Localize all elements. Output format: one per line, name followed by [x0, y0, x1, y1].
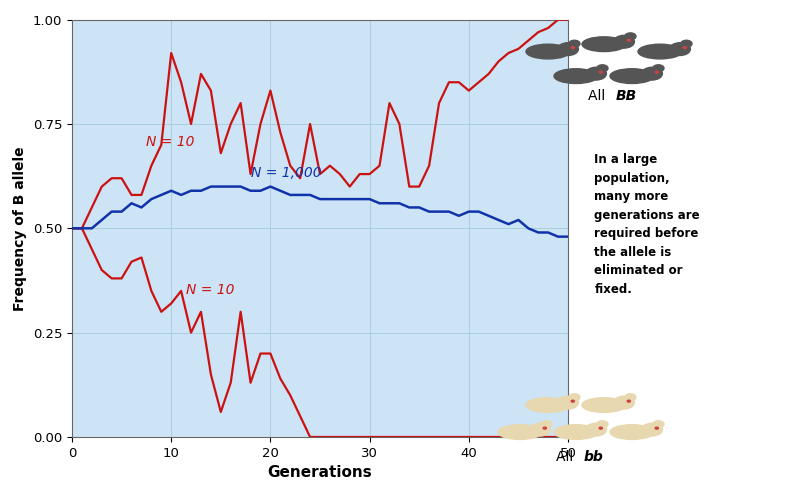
Circle shape [569, 40, 580, 47]
Circle shape [541, 421, 552, 428]
Circle shape [653, 65, 664, 72]
Text: In a large
population,
many more
generations are
required before
the allele is
e: In a large population, many more generat… [594, 153, 700, 296]
Circle shape [543, 427, 546, 429]
Y-axis label: Frequency of B allele: Frequency of B allele [14, 146, 27, 311]
Text: All: All [588, 89, 610, 103]
Circle shape [599, 71, 602, 73]
Circle shape [655, 427, 658, 429]
Circle shape [653, 421, 664, 428]
Ellipse shape [582, 398, 626, 412]
Text: All: All [556, 450, 578, 464]
Circle shape [530, 423, 550, 436]
Circle shape [586, 67, 606, 80]
Ellipse shape [526, 44, 570, 59]
X-axis label: Generations: Generations [268, 465, 372, 480]
Ellipse shape [582, 37, 626, 52]
Circle shape [625, 394, 636, 401]
Circle shape [655, 71, 658, 73]
Ellipse shape [554, 69, 598, 83]
Circle shape [569, 394, 580, 401]
Text: N = 10: N = 10 [146, 135, 195, 149]
Circle shape [625, 33, 636, 40]
Ellipse shape [498, 425, 542, 439]
Text: N = 1,000: N = 1,000 [250, 166, 321, 180]
Circle shape [670, 43, 690, 55]
Circle shape [642, 67, 662, 80]
Circle shape [571, 47, 574, 49]
Circle shape [599, 427, 602, 429]
Text: BB: BB [616, 89, 638, 103]
Circle shape [558, 396, 578, 409]
Text: N = 10: N = 10 [186, 283, 234, 297]
Ellipse shape [526, 398, 570, 412]
Circle shape [571, 400, 574, 402]
Circle shape [683, 47, 686, 49]
Circle shape [681, 40, 692, 47]
Circle shape [597, 65, 608, 72]
Ellipse shape [610, 425, 654, 439]
Ellipse shape [554, 425, 598, 439]
Circle shape [586, 423, 606, 436]
Circle shape [627, 400, 630, 402]
Circle shape [558, 43, 578, 55]
Circle shape [642, 423, 662, 436]
Circle shape [597, 421, 608, 428]
Circle shape [627, 39, 630, 41]
Circle shape [614, 35, 634, 48]
Text: bb: bb [584, 450, 604, 464]
Ellipse shape [610, 69, 654, 83]
Circle shape [614, 396, 634, 409]
Ellipse shape [638, 44, 682, 59]
